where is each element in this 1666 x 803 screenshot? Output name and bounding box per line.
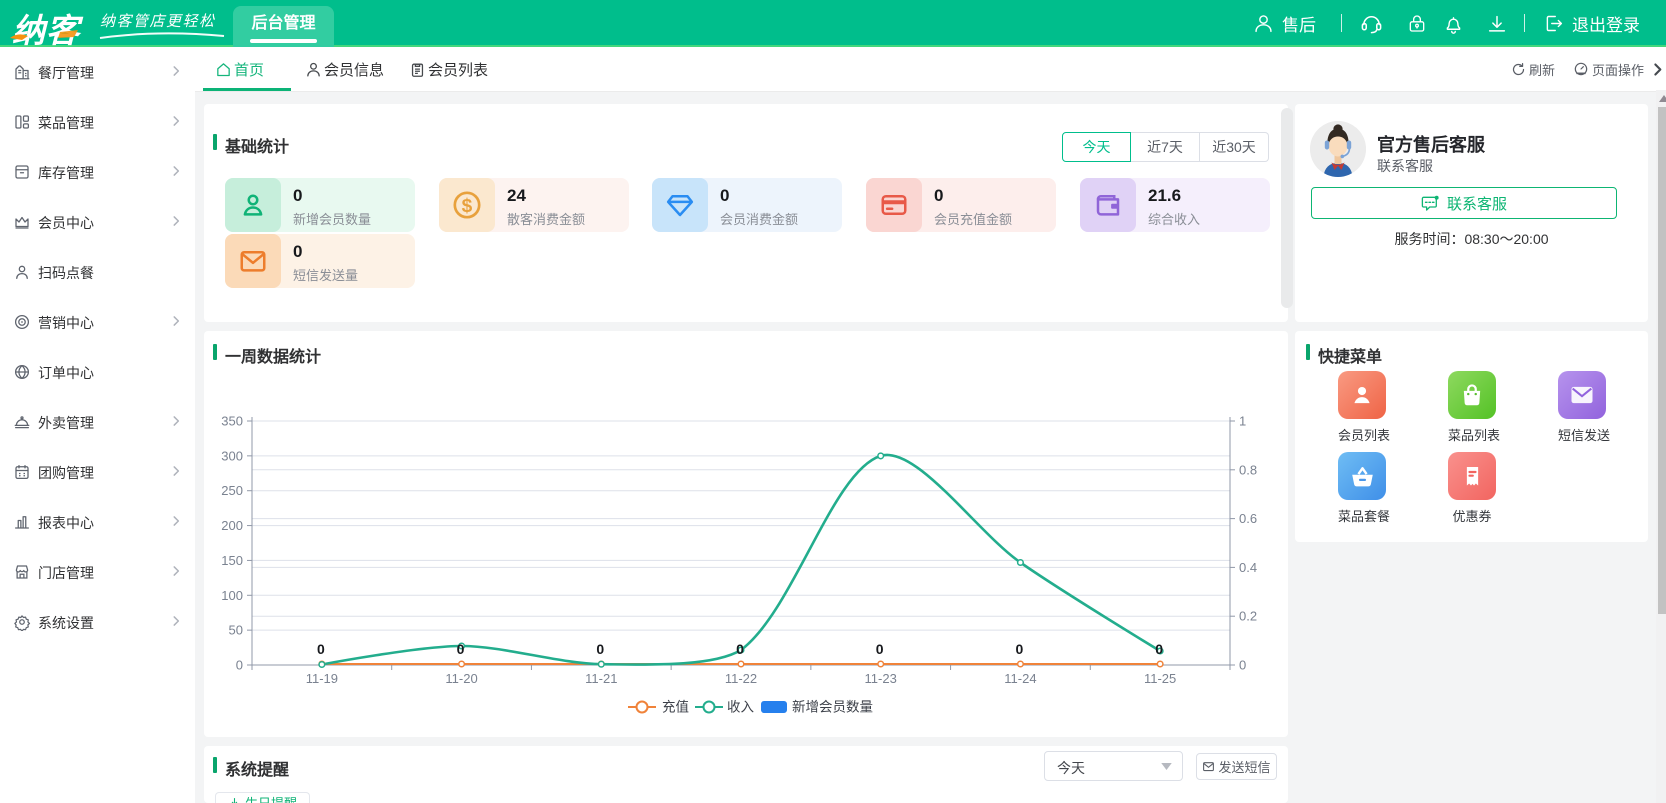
svg-text:0.2: 0.2 [1239,609,1257,624]
svg-text:0: 0 [596,641,604,657]
svg-text:0.8: 0.8 [1239,462,1257,477]
svg-text:11-20: 11-20 [445,671,477,686]
svg-text:0: 0 [736,641,744,657]
svg-text:50: 50 [229,623,243,638]
svg-text:11-21: 11-21 [585,671,617,686]
svg-text:1: 1 [1239,414,1246,429]
svg-text:0: 0 [1155,641,1163,657]
svg-text:11-23: 11-23 [865,671,897,686]
svg-text:200: 200 [221,518,243,533]
svg-text:11-19: 11-19 [306,671,338,686]
svg-text:0.4: 0.4 [1239,560,1257,575]
svg-text:100: 100 [221,588,243,603]
svg-text:0: 0 [236,658,243,673]
svg-text:收入: 收入 [727,700,755,715]
svg-text:150: 150 [221,553,243,568]
svg-text:0: 0 [317,641,325,657]
svg-text:0: 0 [1239,658,1246,673]
svg-text:0: 0 [876,641,884,657]
svg-text:11-25: 11-25 [1144,671,1176,686]
svg-text:0: 0 [457,641,465,657]
svg-text:300: 300 [221,448,243,463]
svg-text:250: 250 [221,483,243,498]
svg-text:0.6: 0.6 [1239,511,1257,526]
svg-text:350: 350 [221,414,243,429]
svg-text:11-22: 11-22 [725,671,757,686]
svg-text:新增会员数量: 新增会员数量 [792,700,873,715]
svg-text:$: $ [462,196,473,217]
svg-text:11-24: 11-24 [1004,671,1036,686]
svg-text:充值: 充值 [662,700,689,715]
svg-text:0: 0 [1016,641,1024,657]
